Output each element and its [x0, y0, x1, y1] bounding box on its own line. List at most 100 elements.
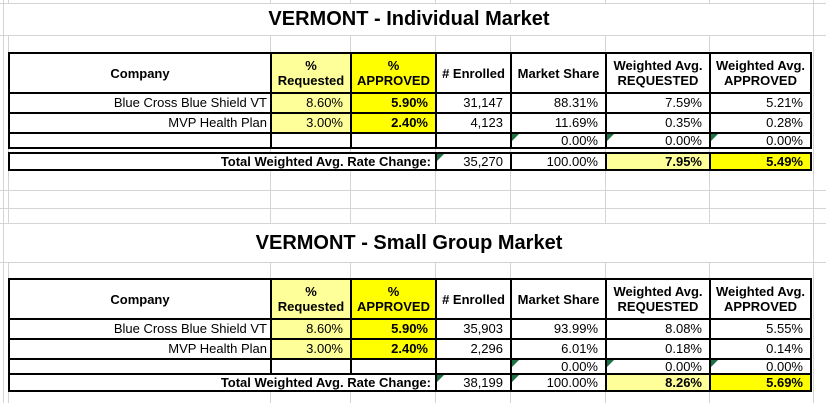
cell-pct-approved[interactable]: 5.90% [350, 318, 437, 340]
individual-market-table: Company % Requested % APPROVED # Enrolle… [8, 52, 812, 149]
header-weighted-requested[interactable]: Weighted Avg. REQUESTED [605, 52, 711, 94]
table-row: Blue Cross Blue Shield VT 8.60% 5.90% 35… [8, 318, 812, 340]
total-row: Total Weighted Avg. Rate Change: 38,199 … [8, 373, 812, 392]
header-weighted-requested[interactable]: Weighted Avg. REQUESTED [605, 278, 711, 320]
cell-enrolled-empty[interactable] [435, 358, 512, 375]
gridline [0, 190, 826, 191]
header-company[interactable]: Company [8, 278, 272, 320]
cell-pct-requested[interactable]: 8.60% [270, 92, 352, 114]
total-enrolled[interactable]: 35,270 [435, 152, 512, 171]
cell-pct-approved-empty[interactable] [350, 358, 437, 375]
header-row: Company % Requested % APPROVED # Enrolle… [8, 52, 812, 94]
cell-market-share[interactable]: 88.31% [510, 92, 607, 114]
small-group-market-table: Company % Requested % APPROVED # Enrolle… [8, 278, 812, 375]
cell-value: 0.00% [561, 133, 598, 148]
table-row: Blue Cross Blue Shield VT 8.60% 5.90% 31… [8, 92, 812, 114]
header-enrolled[interactable]: # Enrolled [435, 52, 512, 94]
cell-company[interactable]: MVP Health Plan [8, 338, 272, 360]
cell-pct-approved[interactable]: 2.40% [350, 338, 437, 360]
cell-enrolled[interactable]: 31,147 [435, 92, 512, 114]
cell-weighted-approved[interactable]: 0.00% [709, 358, 812, 375]
cell-weighted-requested[interactable]: 8.08% [605, 318, 711, 340]
total-weighted-approved[interactable]: 5.69% [709, 373, 812, 392]
header-company[interactable]: Company [8, 52, 272, 94]
cell-enrolled-empty[interactable] [435, 132, 512, 149]
header-row: Company % Requested % APPROVED # Enrolle… [8, 278, 812, 320]
header-pct-approved[interactable]: % APPROVED [350, 52, 437, 94]
filler-row: 0.00% 0.00% 0.00% [8, 132, 812, 149]
header-pct-approved[interactable]: % APPROVED [350, 278, 437, 320]
cell-weighted-requested[interactable]: 0.00% [605, 358, 711, 375]
total-weighted-requested[interactable]: 8.26% [605, 373, 711, 392]
header-weighted-approved[interactable]: Weighted Avg. APPROVED [709, 278, 812, 320]
cell-value: 0.00% [766, 359, 803, 374]
cell-company[interactable]: Blue Cross Blue Shield VT [8, 92, 272, 114]
gridline [813, 0, 814, 403]
cell-company-empty[interactable] [8, 358, 272, 375]
header-pct-requested[interactable]: % Requested [270, 278, 352, 320]
cell-market-share[interactable]: 93.99% [510, 318, 607, 340]
gridline [510, 0, 511, 403]
cell-value: 0.00% [766, 133, 803, 148]
total-label[interactable]: Total Weighted Avg. Rate Change: [8, 152, 437, 171]
cell-company[interactable]: MVP Health Plan [8, 112, 272, 134]
gridline [605, 0, 606, 403]
total-label[interactable]: Total Weighted Avg. Rate Change: [8, 373, 437, 392]
cell-market-share[interactable]: 6.01% [510, 338, 607, 360]
cell-weighted-requested[interactable]: 0.00% [605, 132, 711, 149]
cell-weighted-approved[interactable]: 0.00% [709, 132, 812, 149]
individual-market-total-row: Total Weighted Avg. Rate Change: 35,270 … [8, 152, 812, 171]
cell-pct-requested[interactable]: 3.00% [270, 112, 352, 134]
cell-pct-approved-empty[interactable] [350, 132, 437, 149]
total-weighted-approved[interactable]: 5.49% [709, 152, 812, 171]
cell-value: 100.00% [546, 375, 598, 390]
cell-pct-requested-empty[interactable] [270, 132, 352, 149]
cell-weighted-approved[interactable]: 0.28% [709, 112, 812, 134]
cell-value: 0.00% [665, 359, 702, 374]
cell-pct-approved[interactable]: 5.90% [350, 92, 437, 114]
cell-pct-requested[interactable]: 8.60% [270, 318, 352, 340]
cell-weighted-requested[interactable]: 0.18% [605, 338, 711, 360]
total-weighted-requested[interactable]: 7.95% [605, 152, 711, 171]
error-indicator-icon [712, 361, 718, 367]
header-enrolled[interactable]: # Enrolled [435, 278, 512, 320]
gridline [0, 35, 826, 36]
cell-pct-requested[interactable]: 3.00% [270, 338, 352, 360]
cell-company[interactable]: Blue Cross Blue Shield VT [8, 318, 272, 340]
cell-value: 38,199 [463, 375, 503, 390]
small-group-market-title[interactable]: VERMONT - Small Group Market [8, 224, 810, 262]
header-weighted-approved[interactable]: Weighted Avg. APPROVED [709, 52, 812, 94]
error-indicator-icon [712, 135, 718, 141]
cell-weighted-requested[interactable]: 0.35% [605, 112, 711, 134]
total-market-share[interactable]: 100.00% [510, 373, 607, 392]
cell-weighted-approved[interactable]: 5.55% [709, 318, 812, 340]
cell-market-share[interactable]: 0.00% [510, 132, 607, 149]
cell-enrolled[interactable]: 4,123 [435, 112, 512, 134]
cell-value: 0.00% [665, 133, 702, 148]
error-indicator-icon [608, 361, 614, 367]
cell-weighted-requested[interactable]: 7.59% [605, 92, 711, 114]
header-market-share[interactable]: Market Share [510, 52, 607, 94]
header-market-share[interactable]: Market Share [510, 278, 607, 320]
total-market-share[interactable]: 100.00% [510, 152, 607, 171]
cell-pct-approved[interactable]: 2.40% [350, 112, 437, 134]
total-row: Total Weighted Avg. Rate Change: 35,270 … [8, 152, 812, 171]
total-enrolled[interactable]: 38,199 [435, 373, 512, 392]
table-row: MVP Health Plan 3.00% 2.40% 2,296 6.01% … [8, 338, 812, 360]
individual-market-title[interactable]: VERMONT - Individual Market [8, 4, 810, 35]
cell-pct-requested-empty[interactable] [270, 358, 352, 375]
table-row: MVP Health Plan 3.00% 2.40% 4,123 11.69%… [8, 112, 812, 134]
cell-market-share[interactable]: 11.69% [510, 112, 607, 134]
cell-market-share[interactable]: 0.00% [510, 358, 607, 375]
cell-company-empty[interactable] [8, 132, 272, 149]
cell-enrolled[interactable]: 2,296 [435, 338, 512, 360]
gridline [0, 223, 826, 224]
gridline [0, 208, 826, 209]
cell-weighted-approved[interactable]: 5.21% [709, 92, 812, 114]
error-indicator-icon [608, 135, 614, 141]
cell-weighted-approved[interactable]: 0.14% [709, 338, 812, 360]
filler-row: 0.00% 0.00% 0.00% [8, 358, 812, 375]
header-pct-requested[interactable]: % Requested [270, 52, 352, 94]
cell-enrolled[interactable]: 35,903 [435, 318, 512, 340]
